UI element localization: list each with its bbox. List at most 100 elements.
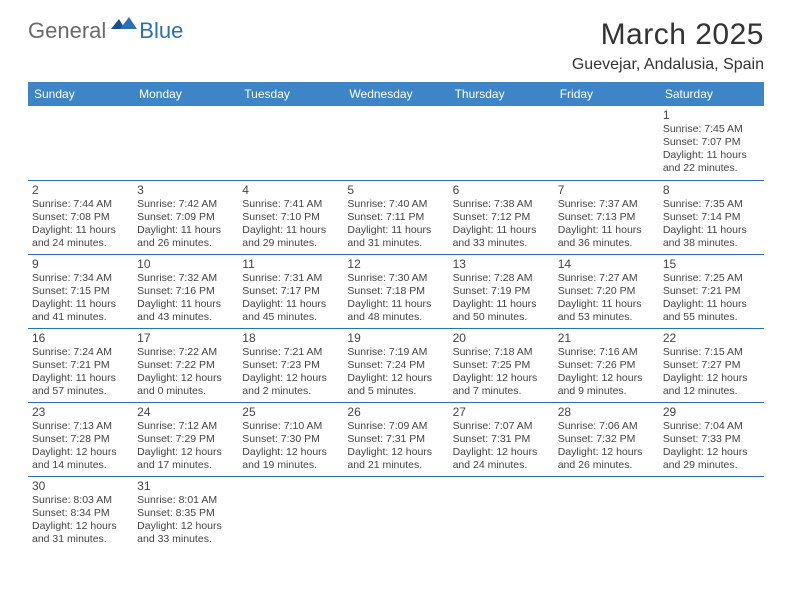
calendar-day: 8Sunrise: 7:35 AMSunset: 7:14 PMDaylight… [659,180,764,254]
daylight-text: Daylight: 11 hours and 24 minutes. [32,224,129,250]
sunrise-text: Sunrise: 7:27 AM [558,272,655,285]
daylight-text: Daylight: 12 hours and 7 minutes. [453,372,550,398]
calendar-day: 9Sunrise: 7:34 AMSunset: 7:15 PMDaylight… [28,254,133,328]
logo-text-general: General [28,18,106,44]
sunrise-text: Sunrise: 7:40 AM [347,198,444,211]
daylight-text: Daylight: 11 hours and 33 minutes. [453,224,550,250]
sunrise-text: Sunrise: 7:24 AM [32,346,129,359]
calendar-day: 6Sunrise: 7:38 AMSunset: 7:12 PMDaylight… [449,180,554,254]
day-number: 7 [558,183,655,197]
sunrise-text: Sunrise: 7:19 AM [347,346,444,359]
sunrise-text: Sunrise: 7:25 AM [663,272,760,285]
day-number: 19 [347,331,444,345]
sunset-text: Sunset: 7:07 PM [663,136,760,149]
calendar-day: 31Sunrise: 8:01 AMSunset: 8:35 PMDayligh… [133,476,238,550]
sunrise-text: Sunrise: 7:10 AM [242,420,339,433]
sunrise-text: Sunrise: 7:07 AM [453,420,550,433]
day-number: 25 [242,405,339,419]
daylight-text: Daylight: 11 hours and 50 minutes. [453,298,550,324]
sunrise-text: Sunrise: 7:37 AM [558,198,655,211]
day-number: 29 [663,405,760,419]
sunset-text: Sunset: 7:16 PM [137,285,234,298]
logo: General Blue [28,18,183,44]
day-number: 10 [137,257,234,271]
sunset-text: Sunset: 7:31 PM [347,433,444,446]
daylight-text: Daylight: 12 hours and 5 minutes. [347,372,444,398]
sunrise-text: Sunrise: 7:15 AM [663,346,760,359]
sunrise-text: Sunrise: 7:09 AM [347,420,444,433]
sunrise-text: Sunrise: 7:12 AM [137,420,234,433]
sunset-text: Sunset: 7:26 PM [558,359,655,372]
calendar-day: 29Sunrise: 7:04 AMSunset: 7:33 PMDayligh… [659,402,764,476]
calendar-day: 22Sunrise: 7:15 AMSunset: 7:27 PMDayligh… [659,328,764,402]
calendar-empty [449,106,554,180]
daylight-text: Daylight: 12 hours and 31 minutes. [32,520,129,546]
sunset-text: Sunset: 7:21 PM [663,285,760,298]
daylight-text: Daylight: 12 hours and 24 minutes. [453,446,550,472]
daylight-text: Daylight: 11 hours and 55 minutes. [663,298,760,324]
day-number: 20 [453,331,550,345]
flag-icon [111,15,139,40]
day-number: 9 [32,257,129,271]
daylight-text: Daylight: 12 hours and 14 minutes. [32,446,129,472]
day-number: 3 [137,183,234,197]
daylight-text: Daylight: 11 hours and 29 minutes. [242,224,339,250]
sunset-text: Sunset: 7:24 PM [347,359,444,372]
day-header: Monday [133,82,238,106]
day-header: Friday [554,82,659,106]
sunset-text: Sunset: 7:15 PM [32,285,129,298]
calendar-day: 4Sunrise: 7:41 AMSunset: 7:10 PMDaylight… [238,180,343,254]
calendar-day: 14Sunrise: 7:27 AMSunset: 7:20 PMDayligh… [554,254,659,328]
daylight-text: Daylight: 11 hours and 31 minutes. [347,224,444,250]
sunrise-text: Sunrise: 7:45 AM [663,123,760,136]
calendar-table: SundayMondayTuesdayWednesdayThursdayFrid… [28,82,764,550]
calendar-empty [659,476,764,550]
daylight-text: Daylight: 12 hours and 9 minutes. [558,372,655,398]
day-number: 21 [558,331,655,345]
sunset-text: Sunset: 7:08 PM [32,211,129,224]
sunset-text: Sunset: 7:29 PM [137,433,234,446]
daylight-text: Daylight: 11 hours and 48 minutes. [347,298,444,324]
day-number: 4 [242,183,339,197]
calendar-day: 7Sunrise: 7:37 AMSunset: 7:13 PMDaylight… [554,180,659,254]
calendar-day: 28Sunrise: 7:06 AMSunset: 7:32 PMDayligh… [554,402,659,476]
day-number: 31 [137,479,234,493]
calendar-week: 16Sunrise: 7:24 AMSunset: 7:21 PMDayligh… [28,328,764,402]
day-number: 13 [453,257,550,271]
sunrise-text: Sunrise: 8:01 AM [137,494,234,507]
daylight-text: Daylight: 11 hours and 43 minutes. [137,298,234,324]
calendar-day: 2Sunrise: 7:44 AMSunset: 7:08 PMDaylight… [28,180,133,254]
daylight-text: Daylight: 12 hours and 0 minutes. [137,372,234,398]
sunset-text: Sunset: 7:17 PM [242,285,339,298]
sunset-text: Sunset: 7:20 PM [558,285,655,298]
sunrise-text: Sunrise: 7:28 AM [453,272,550,285]
daylight-text: Daylight: 11 hours and 26 minutes. [137,224,234,250]
calendar-day: 17Sunrise: 7:22 AMSunset: 7:22 PMDayligh… [133,328,238,402]
calendar-day: 18Sunrise: 7:21 AMSunset: 7:23 PMDayligh… [238,328,343,402]
calendar-day: 10Sunrise: 7:32 AMSunset: 7:16 PMDayligh… [133,254,238,328]
calendar-day: 5Sunrise: 7:40 AMSunset: 7:11 PMDaylight… [343,180,448,254]
sunrise-text: Sunrise: 7:30 AM [347,272,444,285]
daylight-text: Daylight: 12 hours and 33 minutes. [137,520,234,546]
day-number: 24 [137,405,234,419]
calendar-week: 2Sunrise: 7:44 AMSunset: 7:08 PMDaylight… [28,180,764,254]
sunset-text: Sunset: 7:33 PM [663,433,760,446]
daylight-text: Daylight: 12 hours and 17 minutes. [137,446,234,472]
calendar-week: 30Sunrise: 8:03 AMSunset: 8:34 PMDayligh… [28,476,764,550]
calendar-empty [343,476,448,550]
day-number: 17 [137,331,234,345]
day-number: 26 [347,405,444,419]
daylight-text: Daylight: 12 hours and 26 minutes. [558,446,655,472]
daylight-text: Daylight: 11 hours and 36 minutes. [558,224,655,250]
sunrise-text: Sunrise: 7:31 AM [242,272,339,285]
calendar-day: 11Sunrise: 7:31 AMSunset: 7:17 PMDayligh… [238,254,343,328]
day-number: 14 [558,257,655,271]
month-title: March 2025 [572,18,764,52]
sunrise-text: Sunrise: 7:04 AM [663,420,760,433]
sunset-text: Sunset: 7:28 PM [32,433,129,446]
calendar-week: 9Sunrise: 7:34 AMSunset: 7:15 PMDaylight… [28,254,764,328]
daylight-text: Daylight: 11 hours and 45 minutes. [242,298,339,324]
sunrise-text: Sunrise: 7:32 AM [137,272,234,285]
sunrise-text: Sunrise: 7:06 AM [558,420,655,433]
daylight-text: Daylight: 11 hours and 53 minutes. [558,298,655,324]
